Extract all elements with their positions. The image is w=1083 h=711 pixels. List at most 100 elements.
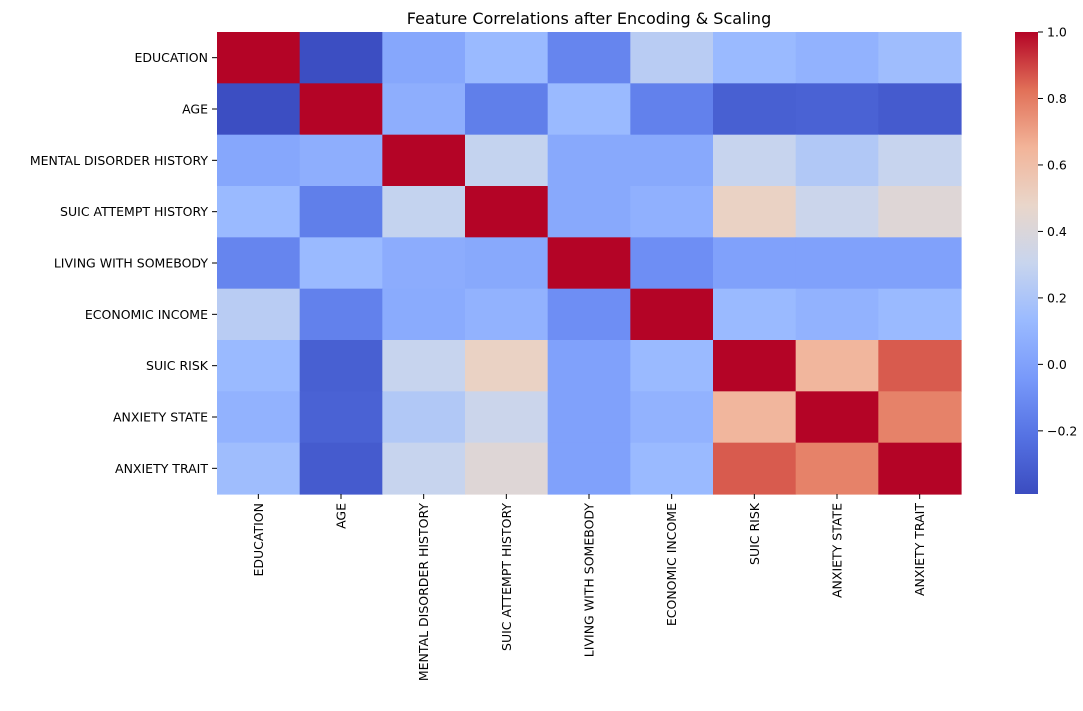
heatmap-cell — [217, 237, 301, 290]
heatmap-cell — [795, 442, 879, 495]
x-tick-labels: EDUCATION AGE MENTAL DISORDER HISTORY SUIC … — [251, 494, 927, 681]
heatmap-cell — [465, 32, 549, 84]
heatmap-cell — [547, 442, 631, 495]
heatmap-cell — [382, 288, 466, 341]
y-tick-label: ANXIETY STATE — [113, 410, 208, 425]
x-tick-label: ANXIETY STATE — [830, 503, 845, 598]
heatmap-cell — [795, 186, 879, 238]
y-tick-labels: EDUCATION AGE MENTAL DISORDER HISTORY SUIC … — [30, 50, 217, 476]
heatmap-cell — [382, 134, 466, 187]
heatmap-cell — [217, 442, 301, 495]
heatmap-cell — [630, 186, 714, 238]
heatmap-cell — [382, 186, 466, 238]
heatmap-cell — [878, 32, 962, 84]
heatmap-cell — [547, 237, 631, 290]
heatmap-cells — [217, 32, 962, 495]
heatmap-cell — [713, 237, 797, 290]
heatmap-cell — [795, 391, 879, 444]
heatmap-cell — [795, 32, 879, 84]
heatmap-cell — [878, 391, 962, 444]
heatmap-cell — [713, 288, 797, 341]
heatmap-cell — [382, 237, 466, 290]
heatmap-cell — [382, 83, 466, 136]
heatmap-cell — [299, 83, 383, 136]
heatmap-cell — [465, 442, 549, 495]
y-tick-label: SUIC ATTEMPT HISTORY — [60, 204, 208, 219]
y-tick-label: SUIC RISK — [146, 358, 209, 373]
heatmap-cell — [299, 340, 383, 392]
heatmap-cell — [630, 83, 714, 136]
heatmap-cell — [878, 288, 962, 341]
heatmap-cell — [547, 83, 631, 136]
heatmap-cell — [299, 186, 383, 238]
heatmap-cell — [465, 391, 549, 444]
heatmap-cell — [630, 134, 714, 187]
heatmap-cell — [217, 391, 301, 444]
heatmap-cell — [299, 442, 383, 495]
heatmap-cell — [465, 83, 549, 136]
heatmap-cell — [630, 288, 714, 341]
colorbar-tick-label: 0.8 — [1047, 91, 1067, 106]
heatmap-cell — [878, 186, 962, 238]
y-tick-label: MENTAL DISORDER HISTORY — [30, 153, 209, 168]
heatmap-cell — [217, 288, 301, 341]
heatmap-cell — [299, 288, 383, 341]
heatmap-cell — [465, 340, 549, 392]
heatmap-cell — [217, 340, 301, 392]
heatmap-cell — [547, 391, 631, 444]
heatmap-cell — [878, 237, 962, 290]
heatmap-cell — [630, 32, 714, 84]
heatmap-cell — [382, 442, 466, 495]
y-tick-label: ANXIETY TRAIT — [115, 461, 208, 476]
heatmap-cell — [547, 134, 631, 187]
heatmap-cell — [465, 288, 549, 341]
heatmap-cell — [547, 288, 631, 341]
heatmap-cell — [713, 32, 797, 84]
heatmap-cell — [217, 83, 301, 136]
colorbar-tick-label: −0.2 — [1047, 423, 1077, 438]
y-tick-label: AGE — [182, 102, 208, 117]
heatmap-cell — [878, 134, 962, 187]
heatmap-cell — [217, 134, 301, 187]
heatmap-cell — [630, 340, 714, 392]
heatmap-cell — [630, 391, 714, 444]
heatmap-cell — [547, 32, 631, 84]
heatmap-cell — [217, 32, 301, 84]
heatmap-cell — [713, 186, 797, 238]
colorbar-tick-label: 0.0 — [1047, 357, 1067, 372]
heatmap-cell — [795, 134, 879, 187]
heatmap-cell — [795, 237, 879, 290]
x-tick-label: ECONOMIC INCOME — [664, 503, 679, 626]
chart-title: Feature Correlations after Encoding & Sc… — [407, 9, 771, 28]
heatmap-cell — [878, 83, 962, 136]
heatmap-cell — [299, 391, 383, 444]
heatmap-cell — [795, 340, 879, 392]
heatmap-cell — [795, 83, 879, 136]
colorbar-tick-label: 0.4 — [1047, 224, 1067, 239]
heatmap-cell — [299, 32, 383, 84]
heatmap-cell — [713, 442, 797, 495]
heatmap-cell — [217, 186, 301, 238]
heatmap-cell — [630, 237, 714, 290]
heatmap-cell — [382, 391, 466, 444]
x-tick-label: SUIC ATTEMPT HISTORY — [499, 503, 514, 651]
heatmap-cell — [713, 134, 797, 187]
x-tick-label: LIVING WITH SOMEBODY — [582, 503, 597, 658]
heatmap-cell — [878, 442, 962, 495]
heatmap-cell — [713, 340, 797, 392]
x-tick-label: SUIC RISK — [747, 502, 762, 565]
colorbar-tick-label: 0.6 — [1047, 157, 1067, 172]
heatmap-cell — [382, 32, 466, 84]
y-tick-label: LIVING WITH SOMEBODY — [54, 256, 209, 271]
heatmap-cell — [878, 340, 962, 392]
heatmap-cell — [547, 186, 631, 238]
x-tick-label: ANXIETY TRAIT — [912, 503, 927, 596]
x-tick-label: AGE — [334, 503, 349, 529]
heatmap-cell — [547, 340, 631, 392]
y-tick-label: EDUCATION — [135, 50, 209, 65]
colorbar-gradient — [1015, 32, 1038, 494]
heatmap-cell — [713, 391, 797, 444]
x-tick-label: EDUCATION — [251, 503, 266, 577]
heatmap-cell — [465, 186, 549, 238]
